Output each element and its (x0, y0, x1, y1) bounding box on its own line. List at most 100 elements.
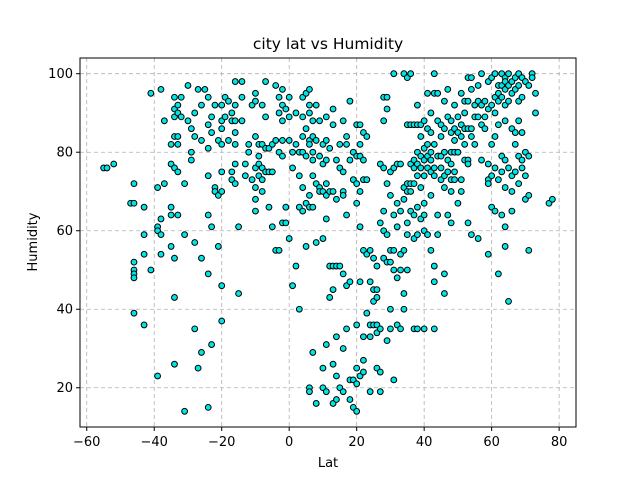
data-point (511, 129, 519, 136)
data-point (387, 325, 394, 333)
data-point (427, 156, 435, 164)
data-point (268, 168, 276, 176)
data-point (201, 86, 209, 93)
data-point (218, 188, 226, 195)
data-point (204, 121, 212, 129)
data-point (231, 78, 239, 85)
data-point (309, 203, 317, 211)
data-point (187, 125, 195, 133)
data-point (339, 388, 347, 396)
data-point (275, 246, 283, 254)
data-point (461, 140, 469, 148)
data-point (252, 89, 259, 97)
data-point (366, 388, 374, 396)
data-point (322, 137, 330, 144)
data-point (346, 97, 354, 105)
data-point (511, 168, 519, 176)
data-point (414, 203, 421, 211)
data-point (427, 148, 435, 156)
data-point (353, 364, 361, 372)
data-point (427, 129, 435, 136)
data-point (532, 89, 539, 97)
data-point (491, 164, 499, 172)
data-point (208, 341, 215, 348)
x-tick-label: 80 (551, 435, 568, 450)
data-point (461, 109, 469, 117)
data-point (397, 207, 404, 215)
y-tick-label: 100 (48, 67, 73, 82)
data-point (441, 270, 448, 278)
data-point (262, 78, 269, 85)
data-point (360, 356, 367, 364)
data-point (194, 364, 202, 372)
data-point (184, 82, 192, 89)
data-point (383, 337, 391, 345)
data-point (441, 148, 448, 156)
data-point (204, 270, 212, 278)
data-point (302, 125, 310, 133)
data-point (430, 70, 438, 78)
data-point (390, 266, 398, 274)
data-point (346, 396, 354, 403)
data-point (268, 223, 276, 231)
data-point (309, 117, 317, 125)
data-point (420, 325, 428, 333)
data-point (316, 152, 323, 160)
data-point (103, 164, 111, 172)
data-point (339, 168, 347, 176)
data-point (333, 333, 340, 341)
data-point (468, 74, 475, 82)
data-point (525, 82, 533, 89)
y-tick-label: 80 (56, 146, 73, 161)
data-point (316, 117, 323, 125)
data-point (400, 246, 408, 254)
data-point (160, 117, 168, 125)
data-point (191, 133, 199, 140)
data-point (171, 93, 178, 101)
data-point (174, 140, 182, 148)
data-point (430, 164, 438, 172)
data-point (360, 156, 367, 164)
data-point (400, 290, 408, 297)
data-point (478, 156, 485, 164)
data-point (353, 199, 361, 207)
x-tick-label: 0 (285, 435, 293, 450)
data-point (282, 203, 290, 211)
data-point (407, 188, 415, 195)
data-point (474, 82, 482, 89)
data-point (511, 140, 519, 148)
data-point (353, 380, 361, 388)
data-point (397, 266, 404, 274)
data-point (309, 349, 317, 356)
data-point (427, 246, 435, 254)
data-point (417, 164, 425, 172)
data-point (167, 243, 175, 250)
data-point (160, 180, 168, 188)
data-point (376, 325, 384, 333)
data-point (306, 388, 313, 396)
data-point (403, 219, 411, 227)
data-point (343, 133, 350, 140)
data-point (518, 156, 526, 164)
data-point (238, 117, 246, 125)
data-point (231, 160, 239, 168)
data-point (457, 176, 465, 184)
data-point (441, 97, 448, 105)
data-point (272, 137, 280, 144)
data-point (468, 231, 475, 239)
data-point (285, 93, 293, 101)
data-point (181, 180, 188, 188)
data-point (177, 113, 185, 121)
data-point (241, 160, 249, 168)
data-point (383, 105, 391, 113)
data-point (258, 188, 266, 195)
data-point (430, 140, 438, 148)
data-point (363, 309, 371, 317)
data-point (339, 345, 347, 352)
data-point (430, 325, 438, 333)
y-axis-label: Humidity (26, 212, 41, 271)
data-point (444, 86, 452, 93)
data-point (262, 113, 269, 121)
data-point (228, 168, 236, 176)
data-point (154, 184, 162, 191)
